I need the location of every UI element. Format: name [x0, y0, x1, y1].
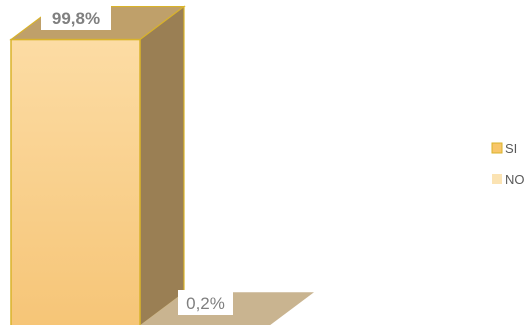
legend-swatch-no [492, 174, 502, 184]
legend-label-no: NO [505, 172, 525, 187]
data-label-no: 0,2% [186, 294, 225, 313]
bar-si-side [139, 5, 185, 325]
data-label-si-bg [41, 5, 111, 30]
bar-si [10, 38, 141, 325]
legend-label-si: SI [505, 141, 517, 156]
data-label-no-bg [178, 290, 233, 315]
legend-swatch-si [491, 142, 503, 154]
chart-marks [9, 5, 314, 325]
data-label-si: 99,8% [52, 9, 100, 28]
legend: SI NO [491, 141, 525, 187]
data-labels: 99,8% 0,2% [41, 5, 233, 315]
